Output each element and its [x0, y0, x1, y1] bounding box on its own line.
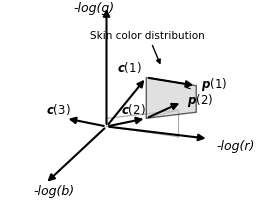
Text: $\boldsymbol{c}$(1): $\boldsymbol{c}$(1): [117, 60, 141, 75]
Text: $\boldsymbol{p}$(1): $\boldsymbol{p}$(1): [201, 76, 228, 93]
Text: $\boldsymbol{c}$(2): $\boldsymbol{c}$(2): [121, 102, 145, 117]
Text: $\boldsymbol{c}$(3): $\boldsymbol{c}$(3): [46, 102, 71, 117]
Polygon shape: [146, 78, 196, 118]
Text: -log(g): -log(g): [74, 2, 115, 15]
Text: $\boldsymbol{p}$(2): $\boldsymbol{p}$(2): [187, 92, 213, 110]
Text: -log(r): -log(r): [217, 140, 255, 153]
Text: Skin color distribution: Skin color distribution: [90, 31, 205, 41]
Text: -log(b): -log(b): [33, 185, 74, 198]
